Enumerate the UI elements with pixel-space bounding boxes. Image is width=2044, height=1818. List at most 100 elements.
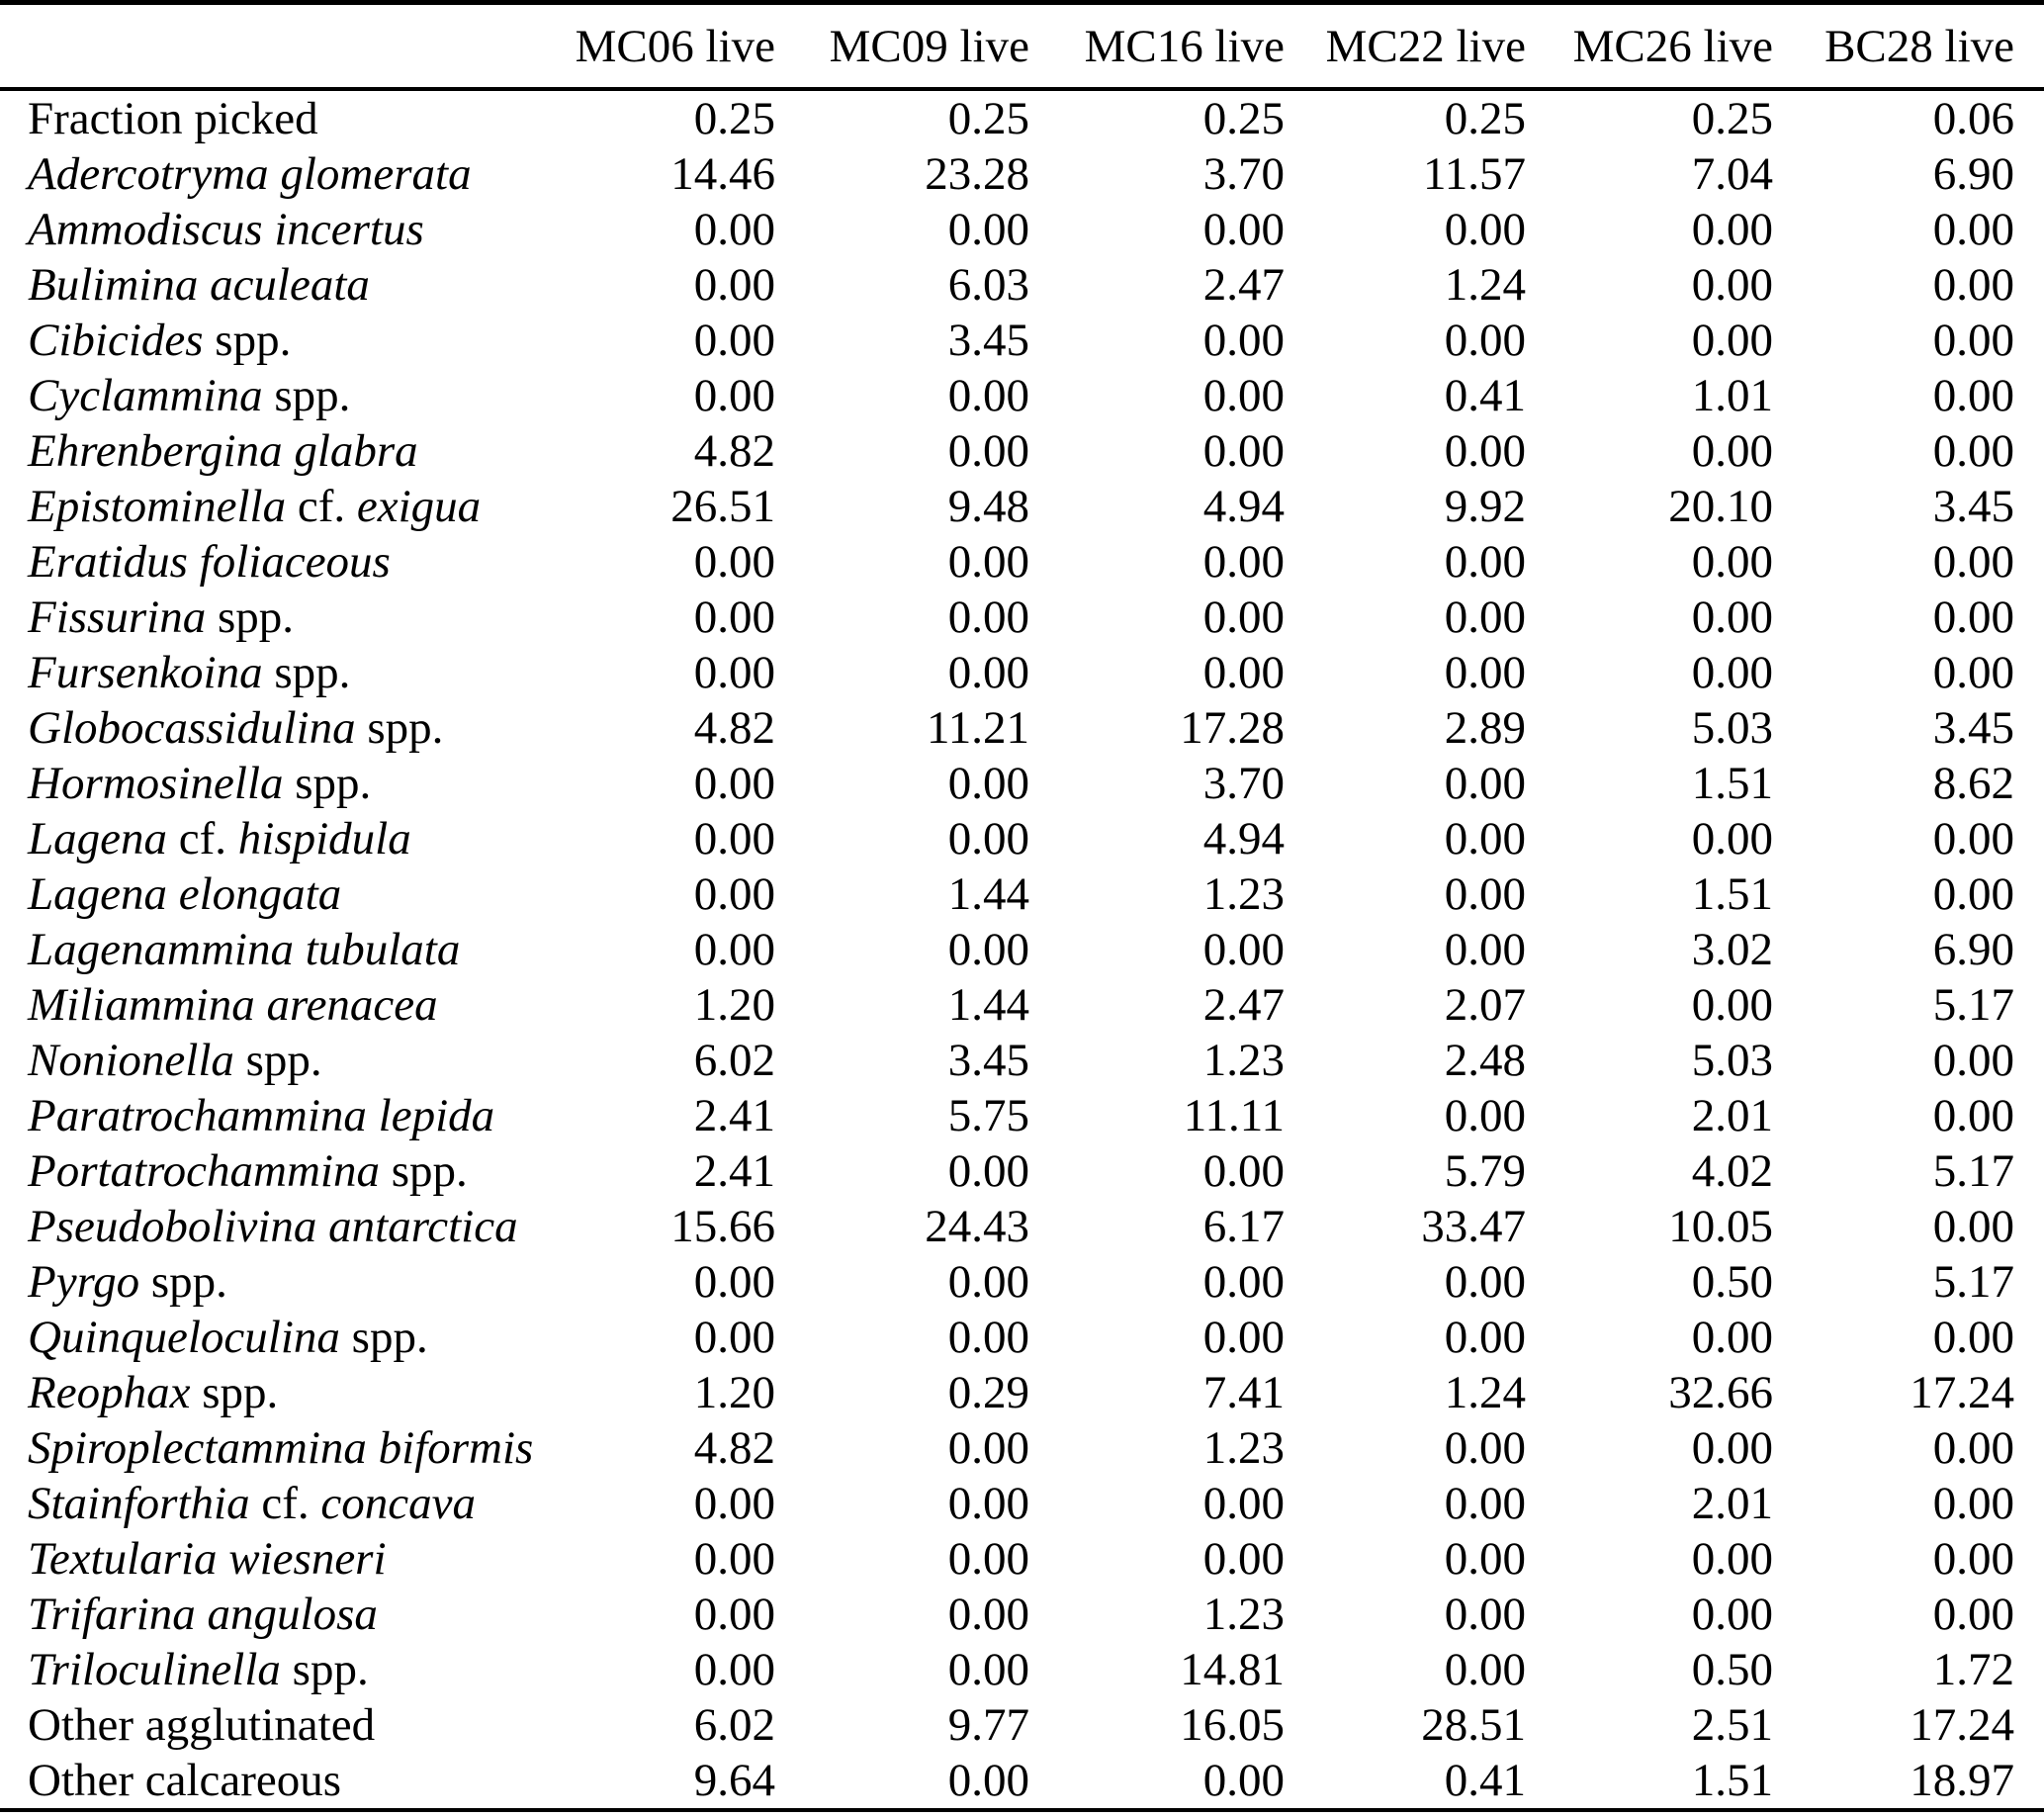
cell-value: 5.79 (1444, 1145, 1526, 1197)
row-label: Epistominella cf. exigua (0, 479, 504, 534)
cell-value: 0.00 (1444, 1312, 1526, 1363)
cell-value: 0.00 (693, 536, 775, 588)
cell-value: 0.00 (693, 1533, 775, 1585)
cell-value: 5.17 (1932, 1256, 2014, 1308)
cell-value: 0.00 (947, 1478, 1029, 1529)
cell-value: 1.51 (1691, 758, 1773, 809)
cell-value: 2.47 (1202, 259, 1285, 311)
taxon-name-segment: Nonionella (28, 1035, 234, 1086)
header-empty-cell (0, 2, 504, 91)
cell-value: 0.00 (1932, 813, 2014, 864)
cell-value: 0.25 (947, 93, 1029, 144)
cell-value: 3.70 (1202, 148, 1285, 200)
cell-value: 6.90 (1932, 148, 2014, 200)
cell-value: 0.00 (1202, 1256, 1285, 1308)
cell-value: 0.41 (1444, 370, 1526, 421)
cell-value: 0.00 (1444, 425, 1526, 477)
cell-value: 0.00 (947, 1312, 1029, 1363)
table-row: Other calcareous 9.64 0.00 0.00 0.41 1.51 18.9… (0, 1753, 2044, 1810)
table-row: Portatrochammina spp. 2.41 0.00 0.00 5.79 4.0… (0, 1143, 2044, 1199)
cell-value: 0.00 (947, 924, 1029, 975)
taxon-name-segment: Stainforthia (28, 1478, 250, 1529)
table-row: Spiroplectammina biformis 4.82 0.00 1.23 0.0… (0, 1420, 2044, 1476)
row-label: Lagenammina tubulata (0, 922, 504, 977)
cell-value: 11.57 (1422, 148, 1526, 200)
table-row: Ehrenbergina glabra 4.82 0.00 0.00 0.00 0.00 0… (0, 423, 2044, 479)
cell-value: 16.05 (1180, 1699, 1285, 1751)
taxon-name-segment: Lagenammina tubulata (28, 924, 461, 975)
cell-value: 0.00 (1691, 591, 1773, 643)
cell-value: 0.00 (1202, 425, 1285, 477)
cell-value: 0.00 (693, 758, 775, 809)
cell-value: 1.23 (1202, 868, 1285, 920)
taxon-name-segment: Reophax (28, 1367, 191, 1418)
taxon-name-segment: Quinqueloculina (28, 1312, 340, 1363)
table-row: Stainforthia cf. concava 0.00 0.00 0.00 0.00… (0, 1476, 2044, 1531)
cell-value: 0.00 (1691, 979, 1773, 1031)
cell-value: 5.75 (947, 1090, 1029, 1141)
cell-value: 0.00 (1444, 1644, 1526, 1695)
cell-value: 0.00 (693, 1478, 775, 1529)
row-label: Eratidus foliaceous (0, 534, 504, 590)
plain-label-segment: spp. (262, 647, 351, 698)
cell-value: 0.00 (1691, 647, 1773, 698)
table-row: Other agglutinated 6.02 9.77 16.05 28.51 2.51… (0, 1697, 2044, 1753)
table-row: Paratrochammina lepida 2.41 5.75 11.11 0.00 2… (0, 1088, 2044, 1143)
cell-value: 0.00 (1932, 591, 2014, 643)
taxon-name-segment: Eratidus foliaceous (28, 536, 391, 588)
table-row: Globocassidulina spp. 4.82 11.21 17.28 2.89 5… (0, 700, 2044, 756)
cell-value: 24.43 (925, 1201, 1029, 1252)
cell-value: 0.25 (1444, 93, 1526, 144)
table-row: Pyrgo spp. 0.00 0.00 0.00 0.00 0.50 5.17 (0, 1254, 2044, 1310)
cell-value: 1.24 (1444, 1367, 1526, 1418)
table-row: Adercotryma glomerata 14.46 23.28 3.70 11.57… (0, 146, 2044, 202)
plain-label-segment: cf. (249, 1478, 321, 1529)
plain-label-segment: spp. (339, 1312, 428, 1363)
cell-value: 0.00 (947, 1755, 1029, 1806)
cell-value: 3.02 (1691, 924, 1773, 975)
plain-label-segment: spp. (262, 370, 351, 421)
cell-value: 2.07 (1444, 979, 1526, 1031)
cell-value: 0.00 (947, 1533, 1029, 1585)
cell-value: 6.02 (693, 1035, 775, 1086)
row-label: Other agglutinated (0, 1697, 504, 1753)
taxon-name-segment: Spiroplectammina biformis (28, 1422, 534, 1474)
table-row: Bulimina aculeata 0.00 6.03 2.47 1.24 0.00 0.0… (0, 257, 2044, 313)
taxon-name-segment: Trifarina angulosa (28, 1589, 378, 1640)
row-label: Other calcareous (0, 1753, 504, 1810)
table-row: Cyclammina spp. 0.00 0.00 0.00 0.41 1.01 0.00 (0, 368, 2044, 423)
cell-value: 5.17 (1932, 979, 2014, 1031)
cell-value: 18.97 (1910, 1755, 2014, 1806)
cell-value: 1.51 (1691, 868, 1773, 920)
table-row: Lagenammina tubulata 0.00 0.00 0.00 0.00 3.02… (0, 922, 2044, 977)
taxon-name-segment: Hormosinella (28, 758, 284, 809)
cell-value: 0.41 (1444, 1755, 1526, 1806)
cell-value: 0.00 (1444, 647, 1526, 698)
cell-value: 0.00 (947, 1256, 1029, 1308)
cell-value: 14.81 (1180, 1644, 1285, 1695)
cell-value: 0.00 (693, 315, 775, 366)
row-label: Fissurina spp. (0, 590, 504, 645)
cell-value: 0.00 (947, 1145, 1029, 1197)
cell-value: 9.64 (693, 1755, 775, 1806)
cell-value: 0.00 (1202, 1312, 1285, 1363)
cell-value: 0.00 (1444, 758, 1526, 809)
column-header-mc09: MC09 live (775, 2, 1029, 91)
cell-value: 9.92 (1444, 481, 1526, 532)
cell-value: 9.77 (947, 1699, 1029, 1751)
cell-value: 0.00 (1691, 315, 1773, 366)
cell-value: 1.20 (693, 1367, 775, 1418)
cell-value: 0.00 (1202, 647, 1285, 698)
table-row: Hormosinella spp. 0.00 0.00 3.70 0.00 1.51 8.6… (0, 756, 2044, 811)
cell-value: 33.47 (1421, 1201, 1526, 1252)
cell-value: 20.10 (1668, 481, 1773, 532)
taxon-name-segment: Fissurina (28, 591, 207, 643)
cell-value: 0.00 (1444, 591, 1526, 643)
cell-value: 0.00 (1444, 315, 1526, 366)
row-label: Nonionella spp. (0, 1033, 504, 1088)
cell-value: 3.70 (1202, 758, 1285, 809)
cell-value: 4.82 (693, 1422, 775, 1474)
row-label: Textularia wiesneri (0, 1531, 504, 1587)
table-row: Pseudobolivina antarctica 15.66 24.43 6.17 3… (0, 1199, 2044, 1254)
plain-label-segment: spp. (379, 1145, 468, 1197)
